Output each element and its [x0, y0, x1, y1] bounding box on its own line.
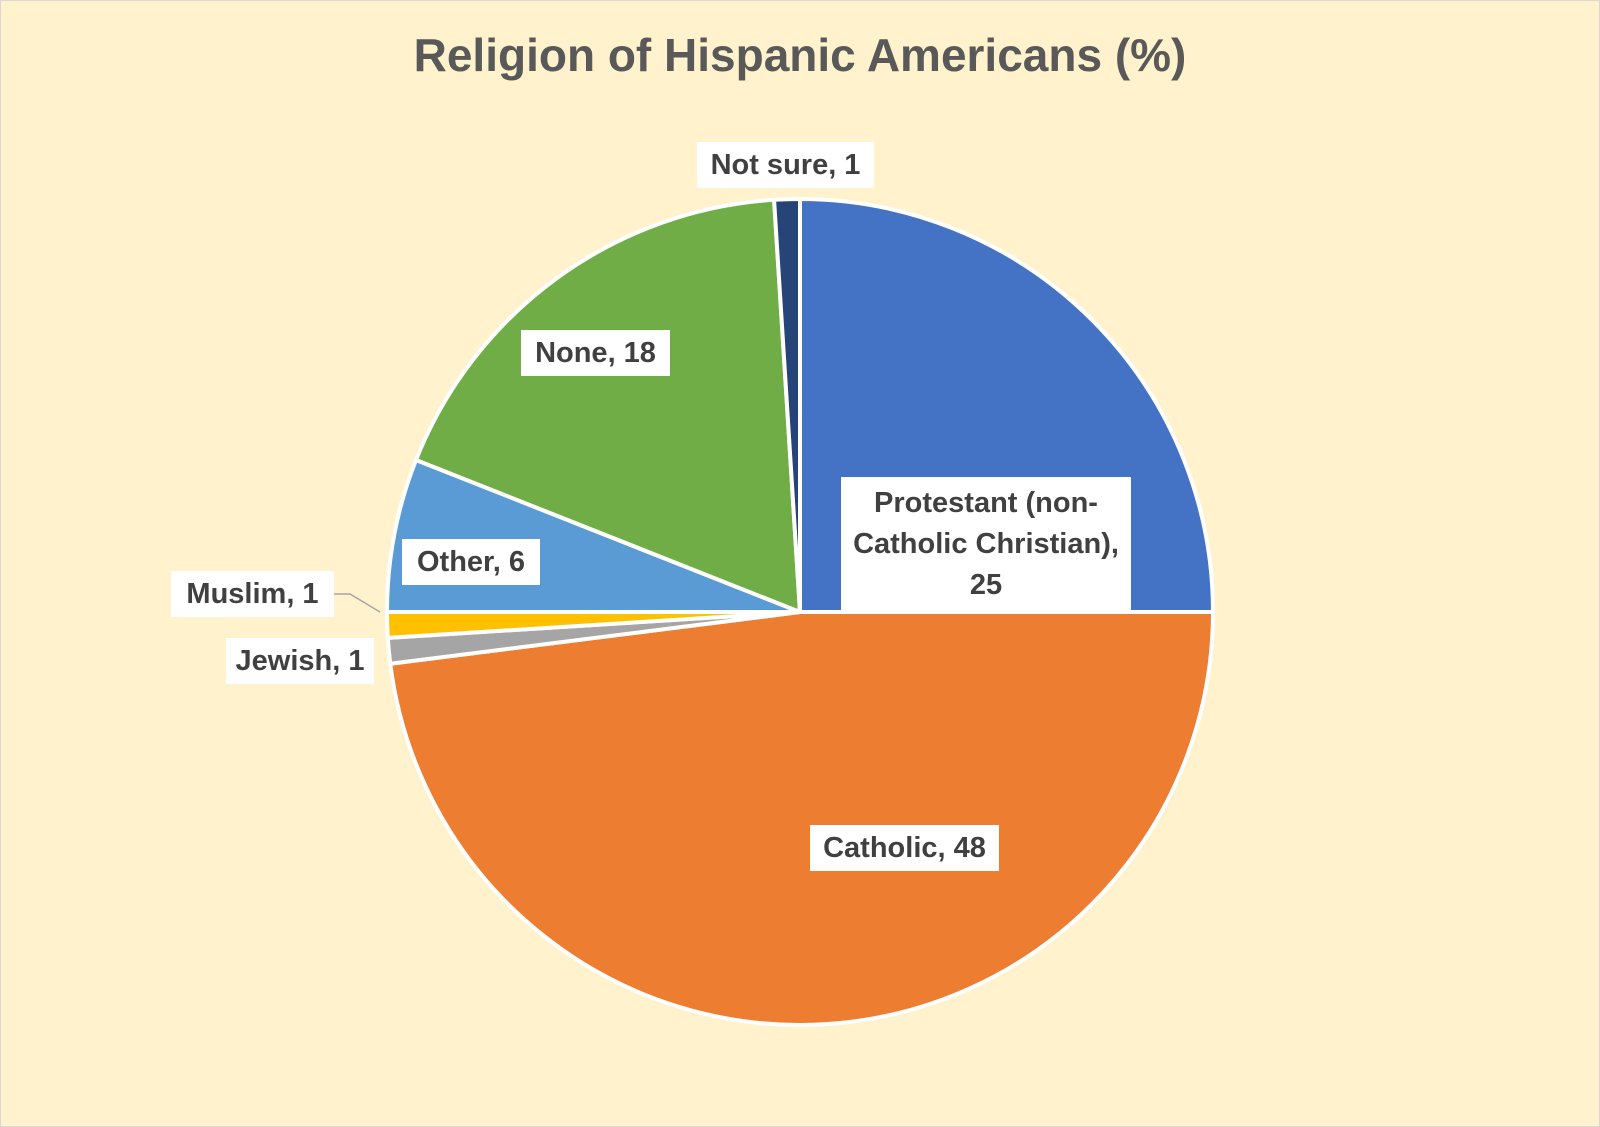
leader-line-muslim — [334, 593, 381, 613]
chart-title: Religion of Hispanic Americans (%) — [413, 29, 1187, 81]
data-label-none: None, 18 — [521, 330, 670, 376]
data-label-protestant: Protestant (non-Catholic Christian), 25 — [841, 477, 1131, 612]
pie-slice-none — [414, 197, 802, 614]
data-label-not-sure: Not sure, 1 — [697, 142, 874, 188]
data-label-muslim: Muslim, 1 — [171, 571, 334, 617]
pie-slice-catholic — [388, 610, 1215, 1027]
data-label-other: Other, 6 — [402, 539, 540, 585]
data-label-catholic: Catholic, 48 — [810, 825, 999, 871]
pie-slice-not-sure — [772, 196, 802, 614]
data-label-jewish: Jewish, 1 — [226, 638, 374, 684]
leader-lines — [334, 593, 381, 613]
